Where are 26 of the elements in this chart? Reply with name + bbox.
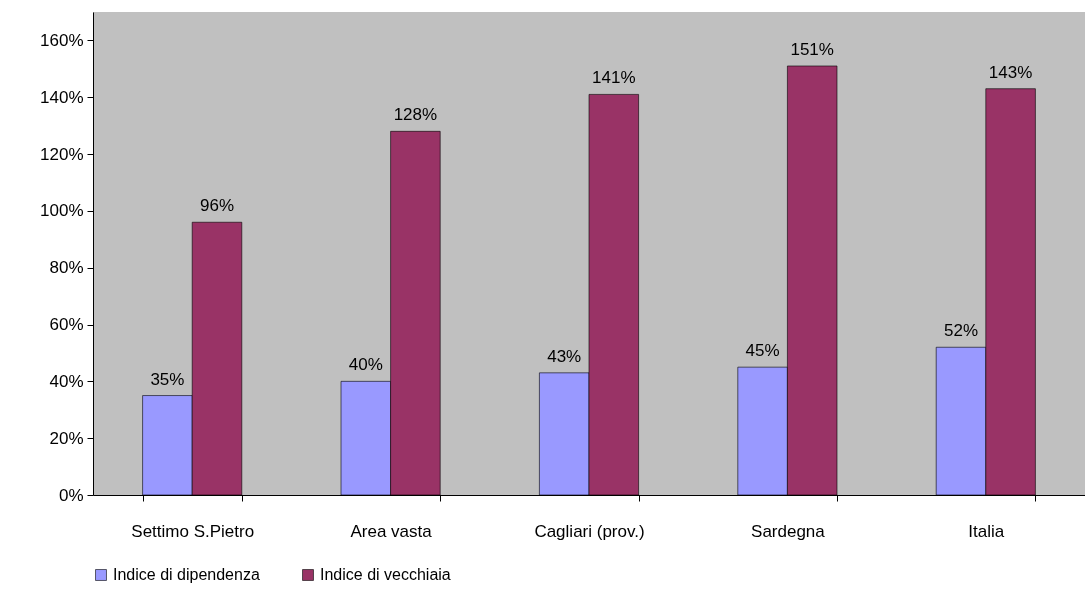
- y-tick-label: 160%: [40, 30, 84, 50]
- legend-label: Indice di dipendenza: [113, 566, 260, 583]
- y-tick-label: 120%: [40, 144, 84, 164]
- y-tick-label: 100%: [40, 201, 84, 221]
- x-tick-label: Cagliari (prov.): [534, 521, 645, 541]
- x-tick-label: Settimo S.Pietro: [131, 521, 255, 541]
- data-label: 151%: [790, 39, 834, 59]
- x-tick-label: Sardegna: [751, 521, 826, 541]
- legend-label: Indice di vecchiaia: [320, 566, 451, 583]
- y-tick-label: 80%: [49, 258, 84, 278]
- data-label: 52%: [943, 321, 979, 341]
- data-label: 40%: [348, 355, 383, 375]
- y-tick-label: 20%: [49, 428, 84, 448]
- x-tick-label: Area vasta: [350, 521, 433, 541]
- data-label: 43%: [547, 346, 582, 366]
- y-tick-label: 140%: [40, 87, 84, 107]
- data-label: 45%: [745, 341, 780, 361]
- x-tick-label: Italia: [968, 521, 1005, 541]
- y-tick-label: 60%: [49, 315, 84, 335]
- data-label: 141%: [592, 68, 636, 88]
- y-tick-label: 40%: [49, 371, 84, 391]
- data-label: 143%: [988, 62, 1033, 82]
- data-label: 128%: [393, 105, 438, 125]
- data-label: 96%: [199, 196, 235, 216]
- data-label: 35%: [150, 369, 185, 389]
- y-tick-label: 0%: [58, 485, 84, 505]
